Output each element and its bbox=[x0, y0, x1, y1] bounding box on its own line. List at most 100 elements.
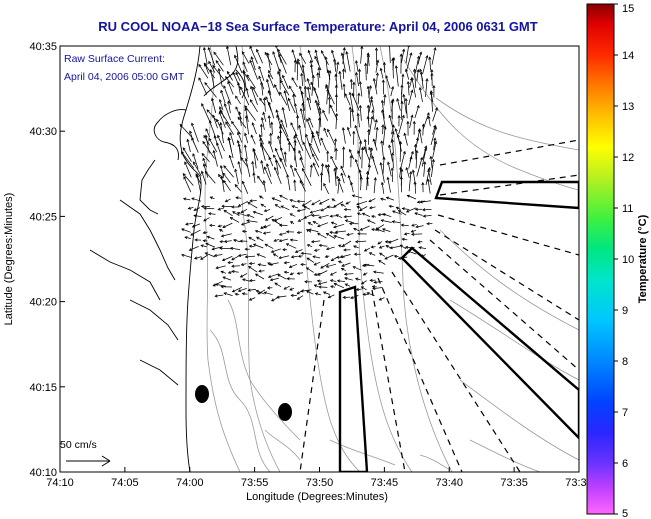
current-vector-head bbox=[335, 214, 339, 218]
current-vector bbox=[323, 128, 328, 138]
current-vector-head bbox=[383, 125, 387, 129]
current-vector bbox=[205, 128, 211, 138]
current-vector bbox=[352, 194, 363, 199]
current-vector bbox=[345, 219, 355, 224]
current-vector bbox=[357, 113, 360, 128]
current-vector bbox=[391, 125, 395, 135]
current-vector bbox=[253, 243, 264, 249]
current-vector-head bbox=[219, 109, 223, 114]
current-vector-head bbox=[316, 102, 320, 106]
current-vector bbox=[222, 222, 233, 228]
current-vector-head bbox=[378, 297, 382, 301]
current-vector-head bbox=[348, 91, 352, 96]
current-vector-head bbox=[296, 271, 300, 275]
current-vector-head bbox=[415, 137, 419, 141]
current-vector-head bbox=[271, 219, 275, 222]
current-vector bbox=[357, 93, 360, 105]
current-vector bbox=[257, 253, 266, 258]
current-vector bbox=[399, 167, 402, 178]
current-vector-head bbox=[318, 215, 322, 219]
current-vector bbox=[391, 168, 394, 183]
current-vector bbox=[406, 167, 410, 178]
current-vector-head bbox=[334, 73, 338, 77]
current-vector-head bbox=[400, 168, 404, 172]
current-vector-head bbox=[198, 77, 202, 81]
current-vector-head bbox=[298, 124, 302, 128]
current-vector-head bbox=[344, 283, 348, 287]
current-vector bbox=[291, 255, 298, 258]
current-vector bbox=[196, 175, 202, 194]
current-vector bbox=[258, 270, 265, 272]
current-vector bbox=[288, 98, 296, 114]
current-vector bbox=[279, 255, 290, 259]
current-vector-head bbox=[424, 145, 428, 149]
current-vector-head bbox=[237, 143, 241, 147]
current-vector-head bbox=[278, 53, 282, 57]
current-vector-head bbox=[320, 265, 324, 269]
current-vector bbox=[274, 84, 281, 96]
current-vector bbox=[387, 177, 391, 193]
current-vector bbox=[286, 138, 296, 153]
current-vector-head bbox=[296, 296, 301, 300]
current-vector bbox=[354, 125, 362, 143]
current-vector bbox=[321, 50, 329, 65]
current-vector-head bbox=[342, 47, 346, 51]
x-tick-label: 73:35 bbox=[500, 477, 528, 489]
x-tick-label: 73:55 bbox=[241, 477, 269, 489]
current-vector-head bbox=[310, 81, 314, 86]
current-vector-head bbox=[334, 84, 338, 88]
current-vector bbox=[234, 184, 242, 193]
current-vector-head bbox=[208, 137, 212, 141]
current-vector bbox=[246, 88, 250, 98]
current-vector-head bbox=[211, 247, 215, 251]
current-vector-head bbox=[333, 204, 337, 208]
current-vector bbox=[243, 70, 247, 89]
current-vector-head bbox=[333, 234, 337, 238]
current-vector bbox=[252, 161, 255, 175]
current-vector-head bbox=[336, 175, 340, 179]
current-vector-head bbox=[378, 245, 383, 249]
current-vector bbox=[212, 246, 223, 250]
current-vector-head bbox=[423, 161, 427, 165]
current-vector-head bbox=[361, 263, 366, 267]
current-vector bbox=[238, 161, 242, 175]
current-vector bbox=[425, 78, 428, 98]
current-vector bbox=[408, 171, 412, 192]
current-vector-head bbox=[430, 72, 434, 76]
current-vector-head bbox=[306, 244, 311, 248]
current-vector bbox=[274, 282, 282, 288]
current-vector bbox=[181, 151, 195, 169]
current-vector bbox=[312, 162, 320, 177]
current-vector-head bbox=[225, 76, 229, 80]
current-vector-head bbox=[215, 266, 219, 270]
current-vector-head bbox=[263, 225, 267, 229]
current-vector-head bbox=[358, 169, 362, 173]
current-vector-head bbox=[410, 150, 414, 155]
current-vector-head bbox=[300, 251, 304, 255]
y-tick-label: 40:25 bbox=[29, 211, 57, 223]
current-vector-head bbox=[406, 120, 410, 124]
current-vector-head bbox=[227, 260, 231, 265]
current-vector-head bbox=[212, 149, 216, 154]
current-vector bbox=[187, 139, 191, 153]
current-vector bbox=[422, 209, 432, 211]
current-vector bbox=[318, 214, 329, 219]
current-vector bbox=[335, 113, 338, 130]
current-vector-head bbox=[258, 269, 262, 273]
current-vector-head bbox=[239, 274, 244, 278]
current-vector-head bbox=[380, 197, 384, 201]
current-vector-head bbox=[411, 169, 415, 173]
current-vector bbox=[368, 96, 373, 113]
current-vector bbox=[341, 262, 351, 267]
current-vector bbox=[297, 209, 306, 212]
current-vector bbox=[249, 279, 256, 282]
current-vector-head bbox=[247, 288, 251, 292]
current-vector-head bbox=[426, 112, 430, 116]
current-vector-head bbox=[279, 91, 282, 95]
current-vector-head bbox=[343, 272, 348, 276]
current-vector bbox=[246, 74, 256, 89]
current-vector-head bbox=[274, 159, 278, 163]
current-vector bbox=[294, 168, 305, 186]
current-vector-head bbox=[317, 117, 322, 121]
current-vector-head bbox=[333, 282, 337, 286]
